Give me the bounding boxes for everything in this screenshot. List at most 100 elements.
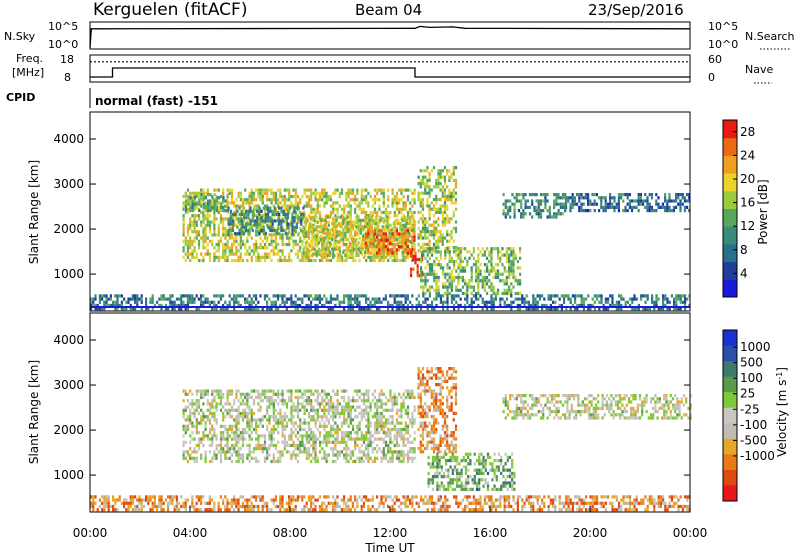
heatmap-cell [369,251,372,255]
heatmap-cell [367,297,370,301]
heatmap-cell [248,201,251,205]
heatmap-cell [433,279,436,283]
heatmap-cell [453,303,456,308]
heatmap-cell [357,215,360,219]
heatmap-cell [300,216,303,220]
heatmap-cell [279,194,282,199]
heatmap-cell [222,242,225,247]
heatmap-cell [431,263,434,267]
heatmap-cell [231,225,235,229]
heatmap-cell [211,434,214,438]
heatmap-cell [510,250,513,254]
heatmap-cell [246,300,249,304]
heatmap-cell [248,233,251,237]
heatmap-cell [358,389,361,393]
heatmap-cell [373,405,377,409]
heatmap-cell [535,193,538,197]
heatmap-cell [576,294,579,298]
heatmap-cell [415,297,418,301]
heatmap-cell [186,230,190,234]
heatmap-cell [303,450,306,454]
heatmap-cell [413,191,416,195]
heatmap-cell [637,196,640,200]
heatmap-cell [642,307,645,311]
heatmap-cell [270,198,273,202]
heatmap-cell [455,259,458,264]
heatmap-cell [290,399,293,403]
heatmap-cell [184,194,187,199]
heatmap-cell [349,255,352,259]
heatmap-cell [299,395,302,400]
heatmap-cell [329,210,333,215]
heatmap-cell [250,450,253,454]
heatmap-cell [180,300,183,304]
heatmap-cell [629,297,632,301]
heatmap-cell [292,453,295,457]
heatmap-cell [215,242,218,247]
heatmap-cell [262,206,265,210]
heatmap-cell [457,303,460,308]
heatmap-cell [189,252,192,256]
heatmap-cell [580,196,583,200]
heatmap-cell [461,269,464,273]
heatmap-cell [318,252,322,256]
heatmap-cell [213,389,216,393]
heatmap-cell [309,225,312,229]
heatmap-cell [202,415,205,419]
heatmap-cell [376,408,379,412]
heatmap-cell [419,191,422,195]
heatmap-cell [329,297,332,301]
heatmap-cell [398,188,401,192]
heatmap-cell [290,294,293,298]
heatmap-cell [443,236,447,240]
heatmap-cell [490,307,493,311]
heatmap-cell [284,228,287,233]
heatmap-cell [217,201,220,205]
heatmap-cell [373,238,376,242]
heatmap-cell [250,424,253,428]
heatmap-cell [443,204,447,208]
heatmap-cell [369,431,372,435]
heatmap-cell [191,450,194,454]
heatmap-cell [94,294,97,298]
heatmap-cell [395,294,398,298]
heatmap-cell [200,415,203,419]
heatmap-cell [404,255,407,259]
heatmap-cell [593,307,596,311]
heatmap-cell [189,408,192,412]
heatmap-cell [107,297,110,301]
heatmap-cell [280,219,283,223]
heatmap-cell [442,272,445,276]
heatmap-cell [257,252,260,256]
heatmap-cell [307,307,310,311]
heatmap-cell [452,178,455,182]
heatmap-cell [426,201,429,205]
heatmap-cell [351,239,355,243]
heatmap-cell [343,204,346,208]
freq-tick-top: 18 [60,53,74,66]
heatmap-cell [336,408,339,412]
heatmap-cell [281,395,284,400]
heatmap-cell [378,188,381,192]
heatmap-cell [305,294,308,298]
heatmap-cell [329,405,333,409]
heatmap-cell [392,234,395,238]
heatmap-cell [240,212,243,217]
heatmap-cell [228,188,231,192]
heatmap-cell [296,437,300,441]
heatmap-cell [589,307,592,311]
heatmap-cell [428,291,431,296]
heatmap-cell [290,249,293,253]
heatmap-cell [242,216,246,220]
heatmap-cell [446,285,449,289]
heatmap-cell [241,402,245,406]
heatmap-cell [364,225,367,229]
heatmap-cell [310,207,313,211]
heatmap-cell [266,239,269,243]
heatmap-cell [369,214,372,218]
heatmap-cell [675,196,678,200]
heatmap-cell [114,303,117,308]
heatmap-cell [576,202,579,206]
heatmap-cell [167,297,170,301]
heatmap-cell [431,272,434,276]
